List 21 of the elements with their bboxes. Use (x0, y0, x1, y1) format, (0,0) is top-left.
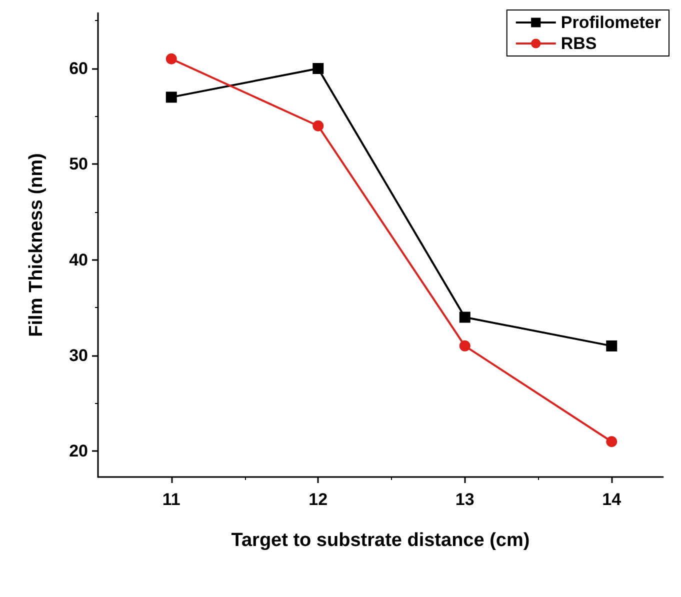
point (606, 436, 618, 448)
x-tick-label: 12 (308, 490, 328, 509)
legend-label: RBS (560, 34, 597, 53)
x-tick-label: 14 (602, 490, 622, 509)
legend-label: Profilometer (560, 13, 662, 32)
y-tick-label: 50 (69, 154, 88, 174)
y-tick-label: 30 (69, 346, 88, 365)
x-tick-label: 13 (455, 490, 474, 509)
point (166, 53, 177, 64)
y-axis-title: Film Thickness (nm) (26, 153, 47, 337)
x-tick-label: 11 (162, 490, 180, 509)
point (312, 120, 324, 132)
y-tick-label: 40 (69, 250, 88, 270)
point (606, 340, 618, 352)
point (459, 312, 470, 323)
point (459, 340, 470, 352)
point (166, 92, 177, 103)
point (312, 62, 324, 74)
y-tick-label: 20 (69, 442, 88, 461)
y-tick-label: 60 (69, 58, 88, 78)
x-axis-title: Target to substrate distance (cm) (231, 530, 530, 551)
